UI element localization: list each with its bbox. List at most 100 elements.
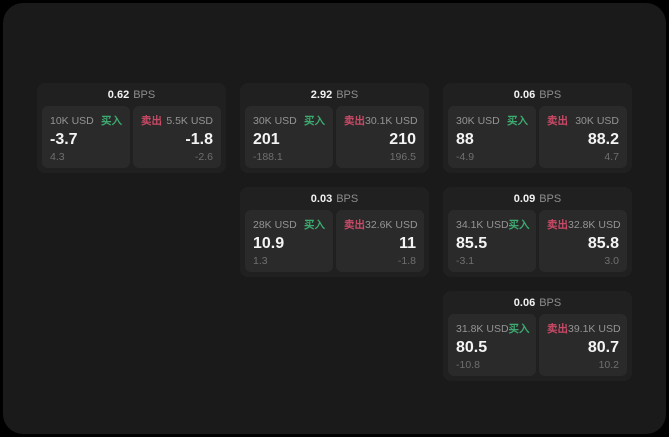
buy-sell-panels: 28K USD 买入 10.9 1.3 卖出 32.6K USD 11 -1.8 — [240, 210, 429, 277]
sell-side-label: 卖出 — [344, 115, 365, 127]
sell-panel-top: 卖出 5.5K USD — [141, 113, 213, 128]
buy-panel[interactable]: 34.1K USD 买入 85.5 -3.1 — [448, 210, 536, 272]
card-header: 0.03 BPS — [240, 187, 429, 210]
sell-panel[interactable]: 卖出 39.1K USD 80.7 10.2 — [539, 314, 627, 376]
sell-panel[interactable]: 卖出 30.1K USD 210 196.5 — [336, 106, 424, 168]
sell-side-label: 卖出 — [547, 323, 568, 335]
buy-price: 85.5 — [456, 234, 488, 252]
sell-price: 11 — [399, 234, 416, 252]
buy-delta: -4.9 — [456, 150, 475, 163]
sell-amount: 30K USD — [575, 114, 619, 127]
bps-value: 0.09 — [513, 192, 536, 205]
buy-amount: 31.8K USD — [456, 322, 509, 335]
sell-side-label: 卖出 — [547, 219, 568, 231]
bps-value: 0.06 — [513, 88, 536, 101]
buy-delta: 1.3 — [253, 254, 268, 267]
buy-side-label: 买入 — [508, 219, 530, 231]
buy-panel[interactable]: 31.8K USD 买入 80.5 -10.8 — [448, 314, 536, 376]
buy-amount: 10K USD — [50, 114, 94, 127]
sell-delta: -1.8 — [397, 254, 416, 267]
buy-sell-panels: 10K USD 买入 -3.7 4.3 卖出 5.5K USD -1.8 -2.… — [37, 106, 226, 173]
sell-delta: 10.2 — [598, 358, 619, 371]
buy-panel-top: 30K USD 买入 — [456, 113, 528, 128]
sell-delta: 4.7 — [604, 150, 619, 163]
buy-panel[interactable]: 10K USD 买入 -3.7 4.3 — [42, 106, 130, 168]
buy-price: 10.9 — [253, 234, 285, 252]
buy-delta: -3.1 — [456, 254, 475, 267]
buy-side-label: 买入 — [507, 115, 528, 127]
app-window: 0.62 BPS 10K USD 买入 -3.7 4.3 卖出 5.5K USD… — [3, 3, 666, 434]
card-header: 2.92 BPS — [240, 83, 429, 106]
card-header: 0.62 BPS — [37, 83, 226, 106]
buy-amount: 28K USD — [253, 218, 297, 231]
sell-amount: 32.8K USD — [568, 218, 621, 231]
sell-panel[interactable]: 卖出 5.5K USD -1.8 -2.6 — [133, 106, 221, 168]
quote-card: 0.09 BPS 34.1K USD 买入 85.5 -3.1 卖出 32.8K… — [443, 187, 632, 277]
sell-price: 80.7 — [587, 338, 619, 356]
buy-sell-panels: 31.8K USD 买入 80.5 -10.8 卖出 39.1K USD 80.… — [443, 314, 632, 381]
sell-side-label: 卖出 — [344, 219, 365, 231]
buy-panel-top: 10K USD 买入 — [50, 113, 122, 128]
buy-delta: 4.3 — [50, 150, 65, 163]
buy-price: 201 — [253, 130, 280, 148]
sell-price: -1.8 — [185, 130, 213, 148]
card-header: 0.06 BPS — [443, 83, 632, 106]
buy-side-label: 买入 — [304, 115, 325, 127]
bps-unit-label: BPS — [336, 192, 359, 205]
bps-unit-label: BPS — [133, 88, 156, 101]
buy-side-label: 买入 — [304, 219, 325, 231]
buy-panel-top: 31.8K USD 买入 — [456, 321, 530, 336]
sell-panel-top: 卖出 30K USD — [547, 113, 619, 128]
buy-panel-top: 30K USD 买入 — [253, 113, 325, 128]
bps-value: 0.03 — [310, 192, 333, 205]
quote-card: 0.62 BPS 10K USD 买入 -3.7 4.3 卖出 5.5K USD… — [37, 83, 226, 173]
card-header: 0.09 BPS — [443, 187, 632, 210]
buy-panel-top: 28K USD 买入 — [253, 217, 325, 232]
sell-delta: 3.0 — [604, 254, 619, 267]
sell-panel[interactable]: 卖出 32.8K USD 85.8 3.0 — [539, 210, 627, 272]
buy-panel[interactable]: 28K USD 买入 10.9 1.3 — [245, 210, 333, 272]
bps-unit-label: BPS — [336, 88, 359, 101]
buy-side-label: 买入 — [508, 323, 530, 335]
buy-sell-panels: 30K USD 买入 88 -4.9 卖出 30K USD 88.2 4.7 — [443, 106, 632, 173]
bps-unit-label: BPS — [539, 192, 562, 205]
sell-panel[interactable]: 卖出 32.6K USD 11 -1.8 — [336, 210, 424, 272]
quote-card: 0.06 BPS 31.8K USD 买入 80.5 -10.8 卖出 39.1… — [443, 291, 632, 381]
quote-card: 0.06 BPS 30K USD 买入 88 -4.9 卖出 30K USD 8… — [443, 83, 632, 173]
buy-panel[interactable]: 30K USD 买入 201 -188.1 — [245, 106, 333, 168]
sell-panel[interactable]: 卖出 30K USD 88.2 4.7 — [539, 106, 627, 168]
buy-price: 88 — [456, 130, 474, 148]
buy-side-label: 买入 — [101, 115, 122, 127]
bps-unit-label: BPS — [539, 296, 562, 309]
sell-amount: 30.1K USD — [365, 114, 418, 127]
sell-delta: 196.5 — [389, 150, 416, 163]
buy-sell-panels: 30K USD 买入 201 -188.1 卖出 30.1K USD 210 1… — [240, 106, 429, 173]
buy-amount: 30K USD — [253, 114, 297, 127]
buy-delta: -10.8 — [456, 358, 480, 371]
card-header: 0.06 BPS — [443, 291, 632, 314]
buy-price: 80.5 — [456, 338, 488, 356]
sell-panel-top: 卖出 30.1K USD — [344, 113, 418, 128]
buy-delta: -188.1 — [253, 150, 283, 163]
sell-amount: 39.1K USD — [568, 322, 621, 335]
sell-side-label: 卖出 — [141, 115, 162, 127]
quote-card: 2.92 BPS 30K USD 买入 201 -188.1 卖出 30.1K … — [240, 83, 429, 173]
buy-sell-panels: 34.1K USD 买入 85.5 -3.1 卖出 32.8K USD 85.8… — [443, 210, 632, 277]
buy-panel[interactable]: 30K USD 买入 88 -4.9 — [448, 106, 536, 168]
buy-panel-top: 34.1K USD 买入 — [456, 217, 530, 232]
sell-panel-top: 卖出 32.6K USD — [344, 217, 418, 232]
quote-card-grid: 0.62 BPS 10K USD 买入 -3.7 4.3 卖出 5.5K USD… — [37, 83, 632, 381]
sell-price: 85.8 — [587, 234, 619, 252]
bps-value: 0.62 — [107, 88, 130, 101]
sell-amount: 5.5K USD — [166, 114, 213, 127]
sell-panel-top: 卖出 32.8K USD — [547, 217, 621, 232]
bps-unit-label: BPS — [539, 88, 562, 101]
sell-panel-top: 卖出 39.1K USD — [547, 321, 621, 336]
buy-amount: 30K USD — [456, 114, 500, 127]
bps-value: 0.06 — [513, 296, 536, 309]
buy-amount: 34.1K USD — [456, 218, 509, 231]
sell-delta: -2.6 — [194, 150, 213, 163]
bps-value: 2.92 — [310, 88, 333, 101]
sell-price: 88.2 — [587, 130, 619, 148]
sell-price: 210 — [389, 130, 416, 148]
